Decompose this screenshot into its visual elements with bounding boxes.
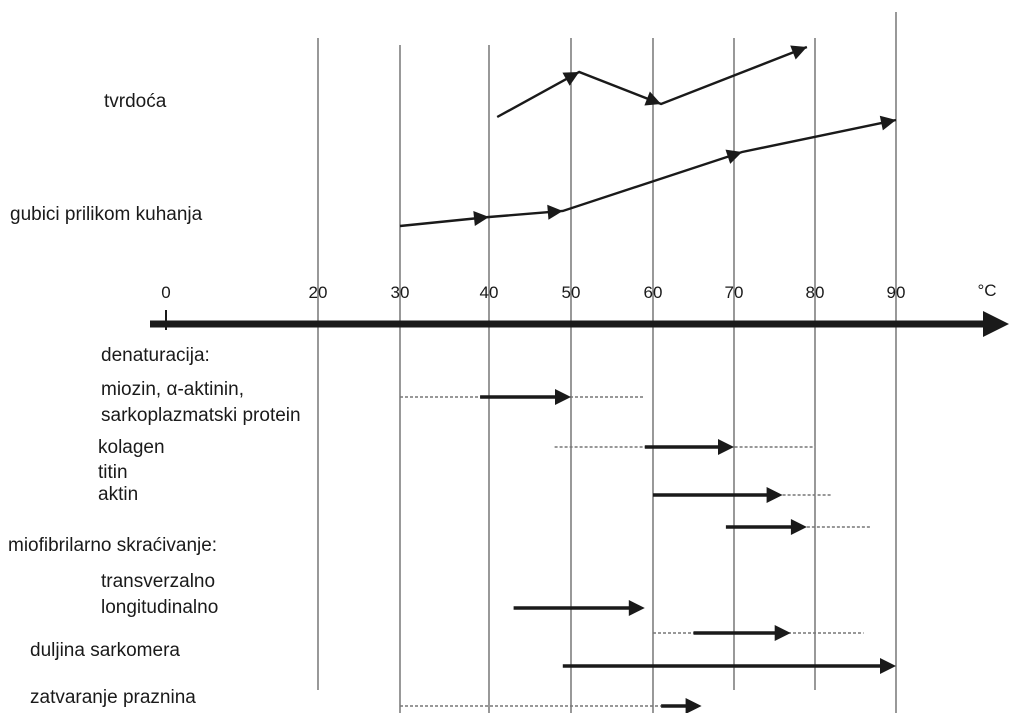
- collagen-label: kolagen: [98, 437, 165, 458]
- range-arrowhead-0: [555, 389, 571, 405]
- myosin-label-line1: miozin, α-aktinin,: [101, 379, 244, 400]
- upper-trend-lines: [399, 45, 897, 228]
- hardness-arrowhead-2: [644, 91, 662, 106]
- range-arrowhead-5: [774, 625, 791, 641]
- sarcomere-length-label: duljina sarkomera: [30, 640, 180, 661]
- tick-label-80: 80: [805, 283, 825, 302]
- myosin-label-line2: sarkoplazmatski protein: [101, 405, 301, 426]
- tick-label-50: 50: [561, 283, 581, 302]
- titin-label: titin: [98, 462, 128, 483]
- tick-label-60: 60: [643, 283, 663, 302]
- gap-closing-label: zatvaranje praznina: [30, 687, 196, 708]
- range-arrowhead-3: [790, 519, 807, 535]
- cooking-loss-arrowhead-2: [547, 204, 563, 220]
- cooking-loss-arrowhead-4: [879, 115, 896, 131]
- temperature-axis: [150, 310, 1009, 337]
- range-arrowhead-7: [685, 698, 702, 713]
- denaturation-heading: denaturacija:: [101, 345, 210, 366]
- actin-label: aktin: [98, 484, 139, 505]
- temperature-range-arrows: [400, 389, 896, 713]
- tick-label-90: 90: [886, 283, 906, 302]
- vertical-gridlines: [317, 12, 897, 713]
- hardness-arrowhead-3: [790, 45, 807, 60]
- longitudinal-label: longitudinalno: [101, 597, 219, 618]
- range-arrowhead-6: [880, 658, 896, 674]
- hardness-line: [496, 45, 808, 119]
- axis-unit-label: °C: [977, 281, 997, 300]
- cooking-loss-line: [399, 118, 897, 228]
- tick-label-20: 20: [308, 283, 328, 302]
- axis-arrowhead: [983, 311, 1009, 337]
- range-arrowhead-2: [766, 487, 783, 503]
- hardness-arrowhead-1: [562, 72, 580, 86]
- cooking-loss-arrowhead-3: [725, 149, 743, 164]
- hardness-label: tvrdoća: [104, 91, 167, 112]
- tick-label-0: 0: [161, 283, 171, 302]
- range-arrowhead-4: [628, 600, 645, 616]
- cooking-loss-label: gubici prilikom kuhanja: [10, 204, 203, 225]
- myofibrillar-shortening-heading: miofibrilarno skraćivanje:: [8, 535, 218, 556]
- cooking-loss-arrowhead-1: [473, 211, 489, 226]
- tick-label-40: 40: [479, 283, 499, 302]
- transverse-label: transverzalno: [101, 571, 216, 592]
- tick-label-30: 30: [390, 283, 410, 302]
- tick-label-70: 70: [724, 283, 744, 302]
- range-arrowhead-1: [718, 439, 734, 455]
